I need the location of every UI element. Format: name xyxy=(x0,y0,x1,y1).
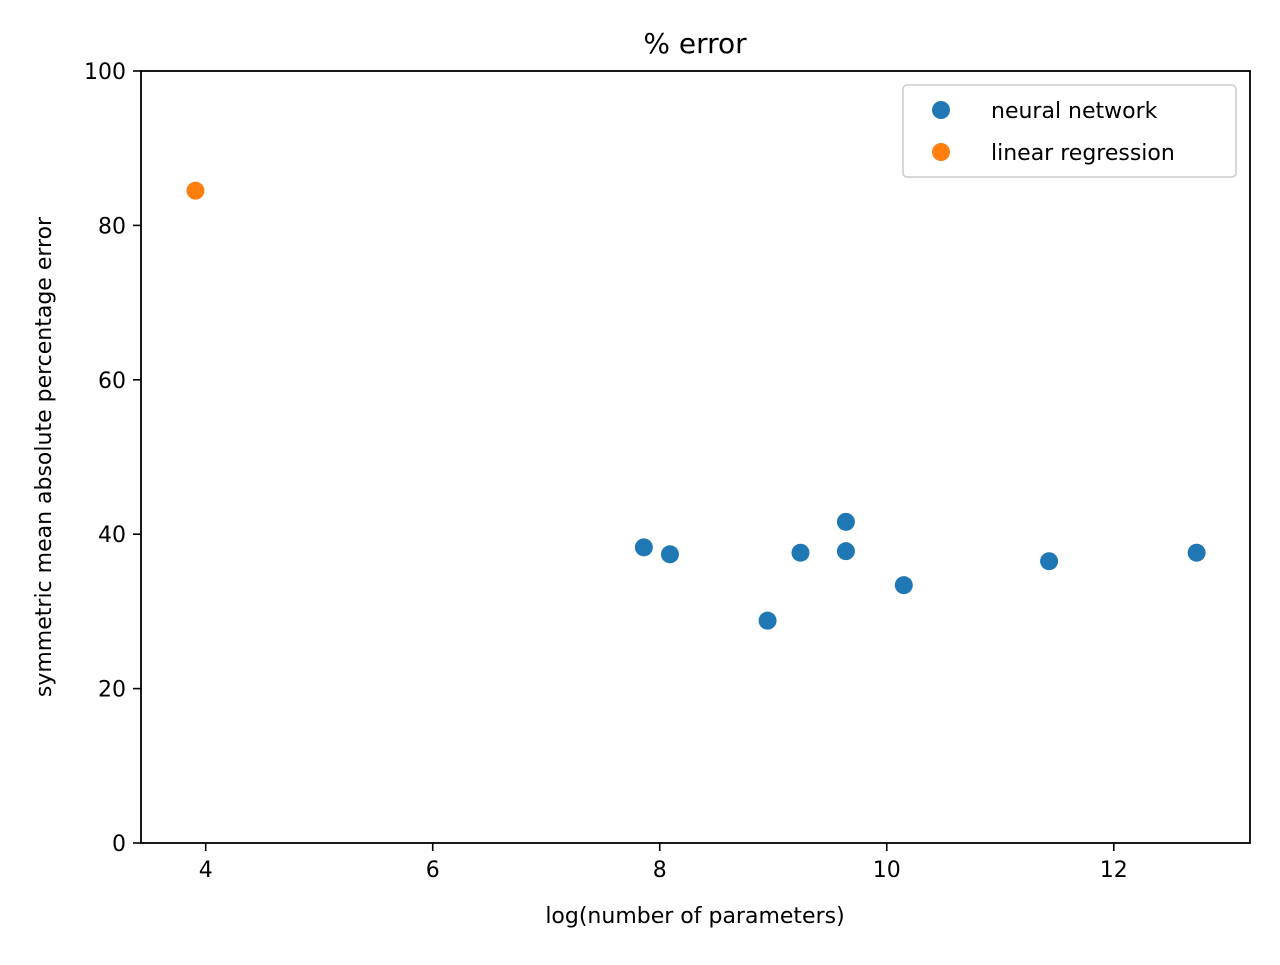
point-neural-network xyxy=(758,611,777,630)
x-axis: 4 6 8 10 12 xyxy=(199,843,1128,883)
legend: neural network linear regression xyxy=(902,84,1237,178)
point-neural-network xyxy=(1040,552,1059,571)
legend-label-linear-regression: linear regression xyxy=(991,141,1175,166)
axes-frame xyxy=(140,70,1251,844)
point-linear-regression xyxy=(186,181,205,200)
point-neural-network xyxy=(791,543,810,562)
point-neural-network xyxy=(836,542,855,561)
x-axis-label: log(number of parameters) xyxy=(545,904,844,929)
point-neural-network xyxy=(836,512,855,531)
legend-label-neural-network: neural network xyxy=(991,99,1158,124)
chart-title: % error xyxy=(643,27,747,60)
y-tick-label: 40 xyxy=(98,523,126,548)
x-tick-label: 10 xyxy=(873,858,901,883)
x-tick-label: 8 xyxy=(653,858,667,883)
y-tick-label: 100 xyxy=(84,60,126,85)
y-tick-label: 0 xyxy=(112,832,126,857)
y-axis: 0 20 40 60 80 100 xyxy=(84,60,141,857)
y-tick-label: 60 xyxy=(98,369,126,394)
x-tick-label: 4 xyxy=(199,858,213,883)
x-tick-label: 12 xyxy=(1100,858,1128,883)
plot-area xyxy=(140,70,1251,844)
x-tick-label: 6 xyxy=(426,858,440,883)
data-points xyxy=(186,181,1206,630)
y-tick-label: 80 xyxy=(98,214,126,239)
legend-marker-linear-regression xyxy=(932,143,950,161)
legend-marker-neural-network xyxy=(932,101,950,119)
legend-box xyxy=(902,84,1237,178)
y-axis-label: symmetric mean absolute percentage error xyxy=(32,216,57,697)
point-neural-network xyxy=(894,576,913,595)
y-tick-label: 20 xyxy=(98,678,126,703)
point-neural-network xyxy=(1187,543,1206,562)
point-neural-network xyxy=(634,538,653,557)
point-neural-network xyxy=(660,545,679,564)
